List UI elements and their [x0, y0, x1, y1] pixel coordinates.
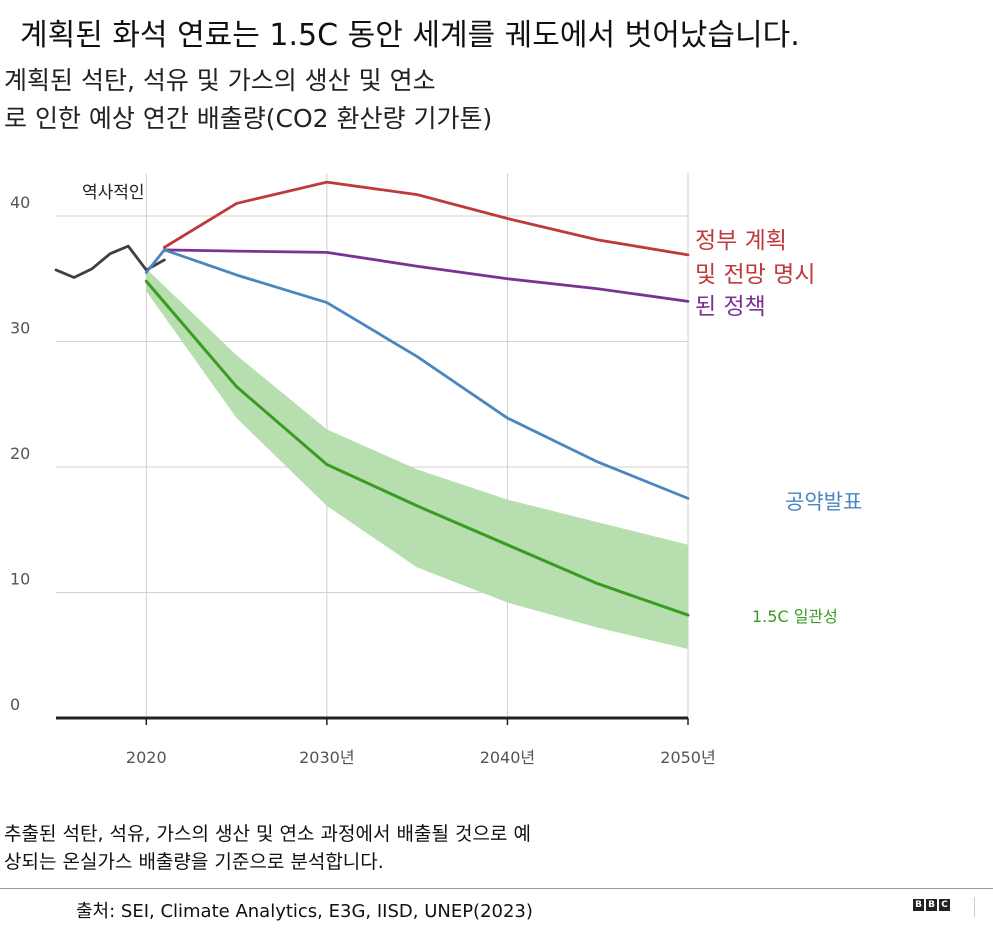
legend-government-line2: 및 전망 명시 [695, 262, 815, 288]
series-line-pledges [144, 248, 690, 500]
grid-lines [56, 173, 689, 718]
footnote-line-2: 상되는 온실가스 배출량을 기준으로 분석합니다. [4, 851, 384, 873]
ytick-label-10: 10 [10, 570, 30, 589]
series-line-c15 [144, 279, 690, 617]
series-line-stated [162, 248, 690, 303]
footer-divider [0, 888, 993, 889]
ytick-label-0: 0 [10, 695, 20, 714]
xtick-label-2040: 2040년 [480, 748, 535, 767]
annotation-historical: 역사적인 [82, 183, 145, 203]
legend-government-line1: 정부 계획 [695, 228, 787, 254]
legend-stated-policies: 된 정책 [695, 294, 766, 320]
xtick-label-2030: 2030년 [299, 748, 354, 767]
series-line-government [162, 180, 690, 257]
footnote-line-1: 추출된 석탄, 석유, 가스의 생산 및 연소 과정에서 배출될 것으로 예 [4, 823, 531, 845]
footnote: 추출된 석탄, 석유, 가스의 생산 및 연소 과정에서 배출될 것으로 예 상… [4, 820, 531, 876]
logo-letter-2: B [926, 899, 937, 911]
source-text: 출처: SEI, Climate Analytics, E3G, IISD, U… [76, 901, 533, 922]
series-line-historical [54, 244, 166, 279]
chart-labels: 역사적인 정부 계획 및 전망 명시 된 정책 공약발표 1.5C 일관성 [82, 183, 862, 626]
headline: 계획된 화석 연료는 1.5C 동안 세계를 궤도에서 벗어났습니다. [20, 18, 800, 53]
ytick-label-30: 30 [10, 319, 30, 338]
axes: 0 10 20 30 40 2020 2030년 2040년 2050년 [10, 193, 716, 767]
xtick-label-2020: 2020 [126, 748, 167, 767]
c15-range-band [146, 268, 689, 649]
subtitle-line-2: 로 인한 예상 연간 배출량(CO2 환산량 기가톤) [4, 104, 493, 133]
emissions-chart: 0 10 20 30 40 2020 2030년 2040년 2050년 역사적인 정부 계획 … [10, 173, 862, 767]
subtitle-line-1: 계획된 석탄, 석유 및 가스의 생산 및 연소 [4, 66, 436, 95]
xtick-label-2050: 2050년 [660, 748, 715, 767]
legend-pledges: 공약발표 [785, 490, 862, 514]
logo-letter-3: C [939, 899, 950, 911]
c15-range-band-layer [146, 268, 689, 649]
logo-letter-1: B [913, 899, 924, 911]
bbc-logo: B B C [913, 899, 950, 911]
ytick-label-20: 20 [10, 444, 30, 463]
logo-separator [974, 897, 975, 917]
legend-1-5c: 1.5C 일관성 [752, 607, 838, 626]
ytick-label-40: 40 [10, 193, 30, 212]
series-lines [54, 180, 690, 617]
chart-subtitle: 계획된 석탄, 석유 및 가스의 생산 및 연소 로 인한 예상 연간 배출량(… [4, 62, 492, 138]
